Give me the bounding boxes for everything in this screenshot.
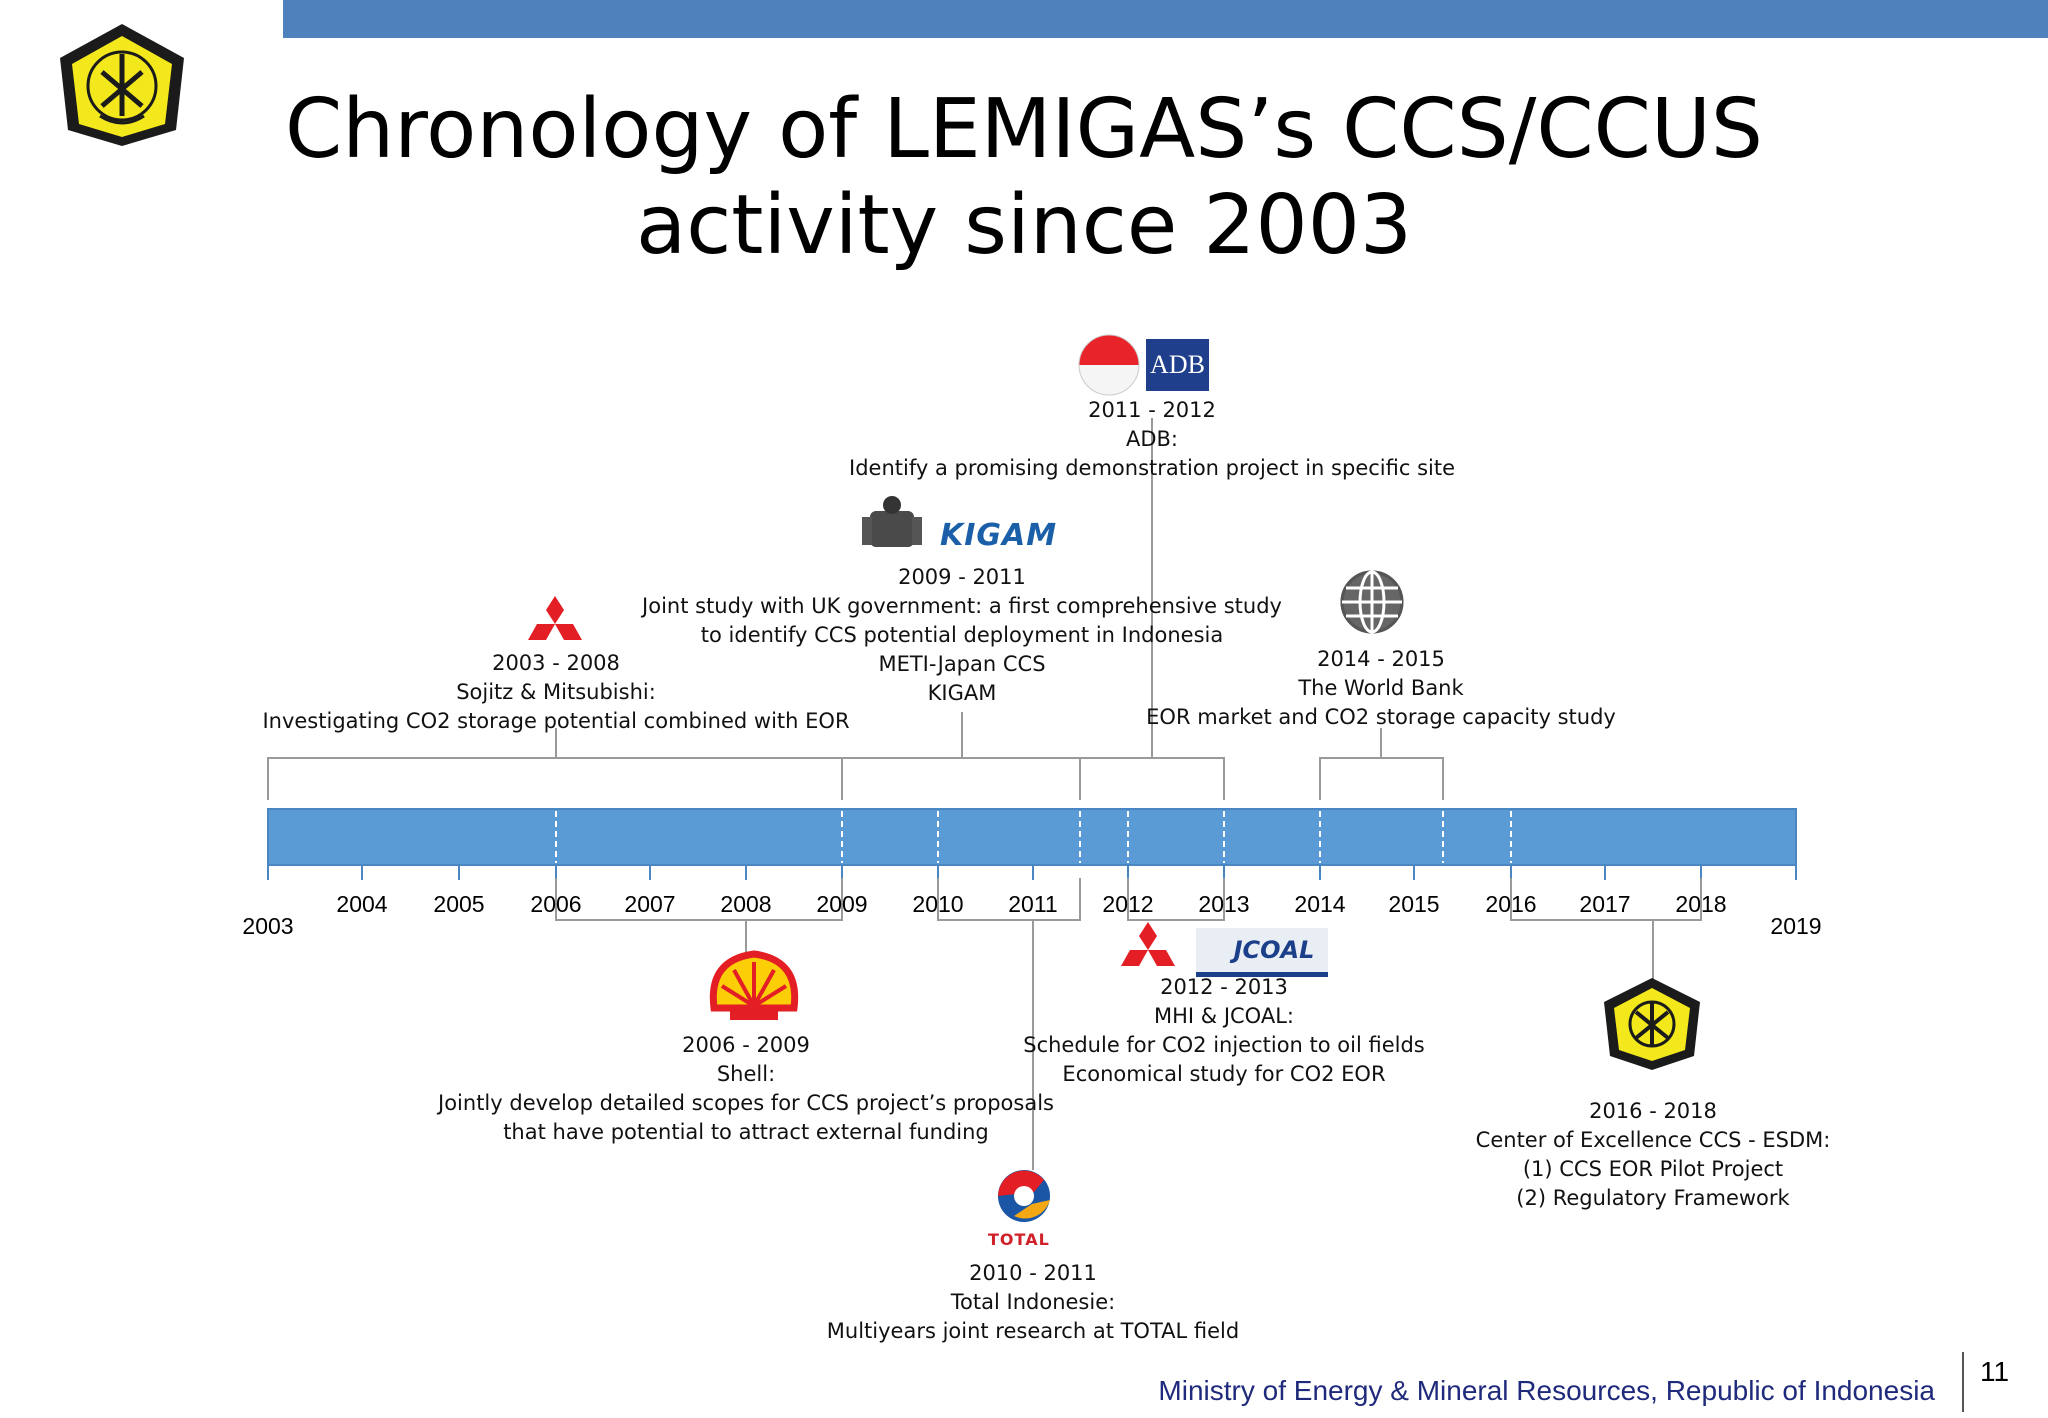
event-worldbank-desc: EOR market and CO2 storage capacity stud… [1146,705,1616,729]
bracket-sojitz [267,728,843,800]
event-shell: 2006 - 2009 Shell: Jointly develop detai… [438,1031,1054,1147]
event-adb-years: 2011 - 2012 [1088,398,1216,422]
event-sojitz: 2003 - 2008 Sojitz & Mitsubishi: Investi… [262,649,849,736]
event-worldbank: 2014 - 2015 The World Bank EOR market an… [1146,645,1616,732]
bracket-total [937,878,1081,1170]
event-shell-years: 2006 - 2009 [682,1033,810,1057]
event-kigam: 2009 - 2011 Joint study with UK governme… [642,563,1282,708]
bracket-adb [1079,418,1225,800]
event-worldbank-org: The World Bank [1298,676,1464,700]
indonesia-flag-icon [1078,334,1140,396]
event-mhi: 2012 - 2013 MHI & JCOAL: Schedule for CO… [1023,973,1425,1089]
event-total-desc: Multiyears joint research at TOTAL field [826,1319,1240,1343]
event-sojitz-years: 2003 - 2008 [492,651,620,675]
event-worldbank-years: 2014 - 2015 [1317,647,1445,671]
mitsubishi-logo-icon-mhi [1121,922,1175,966]
connector-lines [267,418,1702,1170]
jcoal-logo-text: JCOAL [1233,936,1315,964]
shell-logo-icon [709,950,799,1020]
event-total-org: Total Indonesie: [950,1290,1116,1314]
year-label: 2010 [912,891,964,917]
bracket-worldbank [1319,728,1444,800]
year-label: 2008 [720,891,772,917]
year-label: 2006 [530,891,582,917]
year-label: 2014 [1294,891,1346,917]
event-coe-years: 2016 - 2018 [1589,1099,1717,1123]
year-label: 2019 [1770,913,1822,939]
event-mhi-org: MHI & JCOAL: [1153,1004,1294,1028]
year-label: 2012 [1102,891,1154,917]
event-kigam-desc1: Joint study with UK government: a first … [642,594,1282,618]
page-number: 11 [1980,1356,2010,1387]
year-label: 2015 [1388,891,1440,917]
year-label: 2004 [336,891,388,917]
esdm-logo-icon-coe [1604,978,1700,1070]
year-label: 2016 [1485,891,1537,917]
event-adb: 2011 - 2012 ADB: Identify a promising de… [849,396,1455,483]
year-label: 2017 [1579,891,1631,917]
uk-crest-icon [862,496,922,547]
event-mhi-desc2: Economical study for CO2 EOR [1062,1062,1386,1086]
event-shell-org: Shell: [716,1062,776,1086]
timeline-dividers [555,811,1512,863]
event-mhi-desc1: Schedule for CO2 injection to oil fields [1023,1033,1425,1057]
event-adb-desc: Identify a promising demonstration proje… [849,456,1455,480]
bracket-mhi [1127,878,1225,921]
year-label: 2018 [1675,891,1727,917]
total-logo-text: TOTAL [988,1230,1050,1249]
event-shell-desc1: Jointly develop detailed scopes for CCS … [438,1091,1054,1115]
event-sojitz-desc: Investigating CO2 storage potential comb… [262,709,850,733]
event-kigam-org2: KIGAM [927,681,997,705]
year-label: 2013 [1198,891,1250,917]
event-mhi-years: 2012 - 2013 [1160,975,1288,999]
year-label: 2007 [624,891,676,917]
year-label: 2011 [1008,891,1058,917]
event-shell-desc2: that have potential to attract external … [503,1120,989,1144]
footer-divider [1962,1352,1964,1412]
world-bank-globe-icon [1340,570,1404,634]
footer-ministry: Ministry of Energy & Mineral Resources, … [1158,1375,1935,1406]
mitsubishi-logo-icon [528,596,582,640]
bracket-kigam [841,712,1081,800]
event-kigam-org1: METI-Japan CCS [878,652,1046,676]
kigam-logo-icon: KIGAM [940,518,1058,553]
event-total-years: 2010 - 2011 [969,1261,1097,1285]
bracket-coe [1510,878,1702,980]
title-line-2: activity since 2003 [635,178,1413,273]
event-adb-org: ADB: [1125,427,1179,451]
top-accent-bar [283,0,2048,38]
event-kigam-years: 2009 - 2011 [898,565,1026,589]
year-label: 2005 [433,891,485,917]
total-logo-icon [998,1170,1050,1222]
event-total: 2010 - 2011 Total Indonesie: Multiyears … [827,1259,1239,1346]
year-label: 2009 [816,891,868,917]
event-kigam-desc2: to identify CCS potential deployment in … [700,623,1224,647]
esdm-logo-icon [60,24,184,146]
title-line-1: Chronology of LEMIGAS’s CCS/CCUS [285,82,1763,177]
jcoal-logo-icon: JCOAL [1196,928,1328,977]
event-coe-org: Center of Excellence CCS - ESDM: [1475,1128,1831,1152]
adb-logo-icon: ADB [1146,339,1209,391]
event-coe: 2016 - 2018 Center of Excellence CCS - E… [1476,1097,1831,1213]
event-coe-item2: (2) Regulatory Framework [1516,1186,1790,1210]
timeline-bar [267,808,1797,866]
bracket-shell [555,878,843,958]
year-ticks [267,865,1797,880]
event-sojitz-org: Sojitz & Mitsubishi: [456,680,656,704]
year-label: 2003 [242,913,294,939]
event-coe-item1: (1) CCS EOR Pilot Project [1522,1157,1784,1181]
